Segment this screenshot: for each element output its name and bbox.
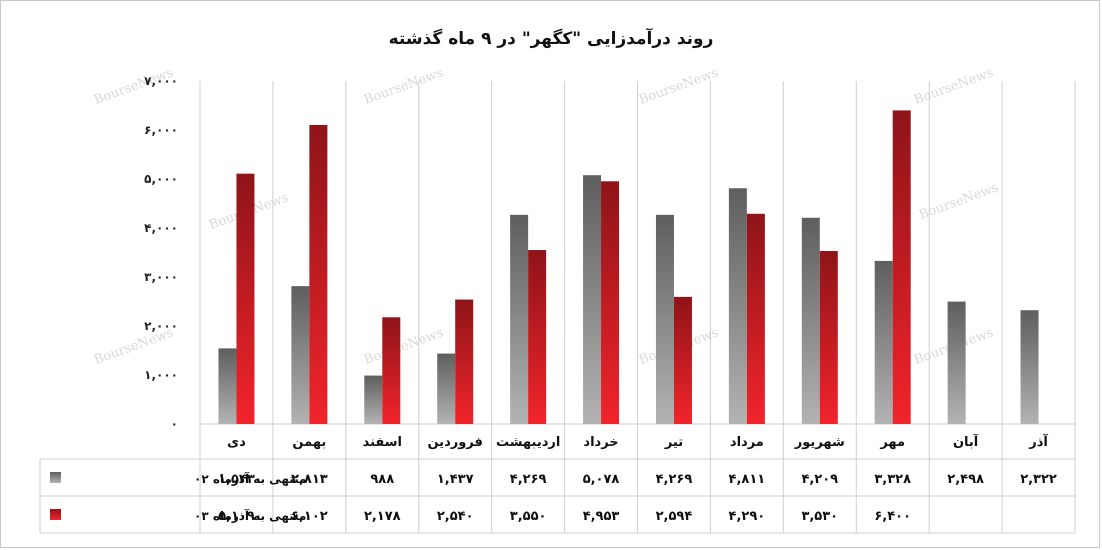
bar-series-1-9 — [874, 260, 893, 424]
y-tick-label: ۵,۰۰۰ — [144, 172, 178, 186]
data-label-series-2: ۳,۵۳۰ — [801, 509, 838, 524]
data-label-series-1: ۳,۳۲۸ — [874, 472, 911, 487]
bar-series-2-6 — [673, 296, 692, 424]
data-label-series-2: ۲,۵۹۴ — [656, 509, 693, 524]
bar-series-1-6 — [655, 214, 674, 424]
category-label: تیر — [664, 435, 683, 450]
bar-series-2-1 — [309, 125, 328, 424]
bar-series-2-2 — [382, 317, 401, 424]
category-label: آبان — [953, 433, 979, 450]
category-label: شهریور — [794, 435, 845, 450]
data-label-series-2: ۶,۴۰۰ — [874, 509, 911, 524]
data-label-series-1: ۲,۸۱۳ — [291, 472, 328, 487]
category-label: بهمن — [292, 435, 326, 450]
bar-series-1-5 — [583, 175, 602, 424]
data-label-series-2: ۶,۱۰۲ — [291, 509, 328, 524]
data-label-series-1: ۴,۸۱۱ — [729, 472, 766, 487]
bar-series-1-3 — [437, 353, 456, 424]
bar-series-1-8 — [801, 217, 820, 424]
legend-swatch-series-1 — [50, 472, 61, 483]
category-label: آذر — [1028, 433, 1048, 450]
y-tick-label: ۶,۰۰۰ — [144, 123, 178, 137]
category-label: خرداد — [583, 435, 618, 450]
watermark-text: BourseNews — [362, 325, 445, 368]
bar-series-1-10 — [947, 301, 966, 424]
data-label-series-1: ۹۸۸ — [370, 472, 394, 487]
y-tick-label: ۱,۰۰۰ — [144, 368, 178, 382]
bar-series-2-0 — [236, 173, 255, 424]
data-label-series-2: ۳,۵۵۰ — [510, 509, 547, 524]
data-label-series-1: ۴,۲۰۹ — [801, 472, 838, 487]
data-label-series-2: ۲,۵۴۰ — [437, 509, 474, 524]
data-label-series-1: ۴,۲۶۹ — [656, 472, 693, 487]
bar-series-1-1 — [291, 286, 310, 424]
data-label-series-1: ۲,۴۹۸ — [947, 472, 984, 487]
category-label: مهر — [879, 435, 905, 450]
data-label-series-2: ۵,۱۰۹ — [218, 509, 255, 524]
bar-series-2-3 — [455, 299, 474, 424]
y-tick-label: ۲,۰۰۰ — [144, 319, 178, 333]
bar-series-2-9 — [892, 110, 911, 425]
y-tick-label: ۰ — [171, 417, 178, 431]
data-label-series-1: ۱,۵۴۳ — [218, 472, 255, 487]
data-label-series-1: ۱,۴۳۷ — [437, 472, 474, 487]
category-label: فروردین — [427, 435, 482, 450]
bar-series-2-4 — [528, 250, 547, 424]
bar-series-1-7 — [728, 188, 747, 424]
bar-series-1-11 — [1020, 310, 1039, 424]
bar-series-2-7 — [746, 213, 765, 424]
chart-title: روند درآمدزایی "کگهر" در ۹ ماه گذشته — [389, 27, 714, 49]
y-tick-label: ۷,۰۰۰ — [144, 74, 178, 88]
legend-label-series-2: منتهی به آذرماه ۰۳ — [194, 508, 306, 523]
data-label-series-1: ۲,۳۲۲ — [1020, 472, 1057, 487]
category-label: دی — [227, 435, 246, 450]
data-label-series-2: ۴,۲۹۰ — [729, 509, 766, 524]
category-label: اردیبهشت — [496, 435, 560, 450]
legend-swatch-series-2 — [50, 509, 61, 520]
bar-series-2-5 — [601, 181, 620, 424]
data-label-series-1: ۵,۰۷۸ — [583, 472, 620, 487]
category-label: اسفند — [363, 435, 402, 450]
bar-series-1-2 — [364, 375, 383, 424]
watermark-text: BourseNews — [637, 65, 720, 108]
data-label-series-1: ۴,۲۶۹ — [510, 472, 547, 487]
bar-series-2-8 — [819, 251, 838, 424]
data-label-series-2: ۲,۱۷۸ — [364, 509, 401, 524]
y-tick-label: ۳,۰۰۰ — [144, 270, 178, 284]
legend-label-series-1: منتهی به آذرماه ۰۲ — [194, 471, 306, 486]
bar-series-1-4 — [510, 214, 529, 424]
watermark-text: BourseNews — [912, 65, 995, 108]
bar-series-1-0 — [218, 348, 237, 424]
watermark-text: BourseNews — [362, 65, 445, 108]
category-label: مرداد — [730, 435, 764, 450]
y-tick-label: ۴,۰۰۰ — [144, 221, 178, 235]
data-label-series-2: ۴,۹۵۳ — [583, 509, 620, 524]
